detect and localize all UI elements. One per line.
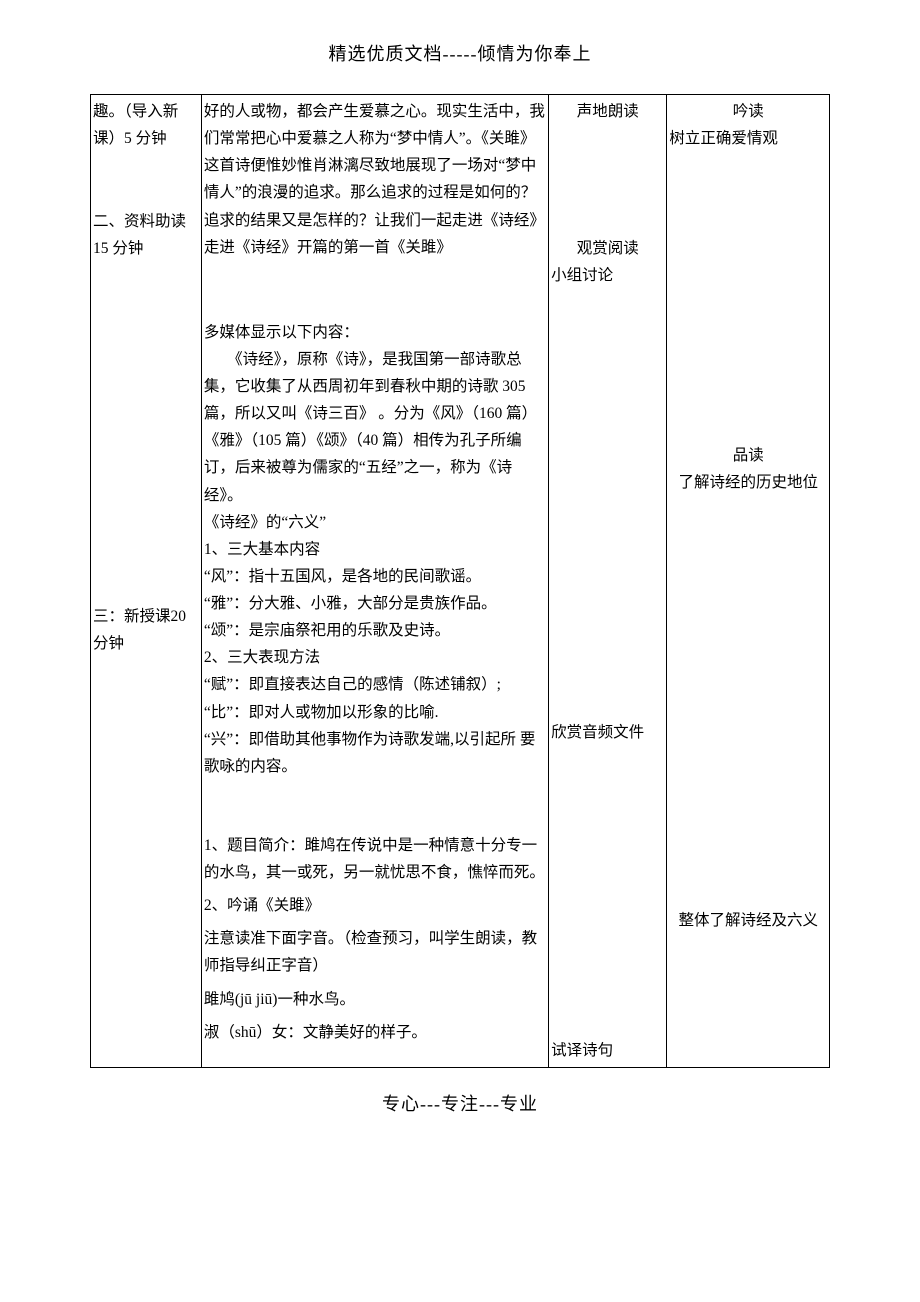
fu-def: “赋”：即直接表达自己的感情（陈述铺叙）; — [204, 671, 546, 698]
activity-translate: 试译诗句 — [551, 1037, 664, 1064]
table-row: 趣。（导入新课）5 分钟 二、资料助读 15 分钟 三：新授课20 分钟 好的人… — [91, 95, 830, 1068]
step-reading-aid: 二、资料助读 15 分钟 — [93, 208, 199, 262]
page-footer: 专心---专注---专业 — [90, 1090, 830, 1116]
cell-steps: 趣。（导入新课）5 分钟 二、资料助读 15 分钟 三：新授课20 分钟 — [91, 95, 202, 1068]
multimedia-title: 多媒体显示以下内容： — [204, 319, 546, 346]
goal-six-arts: 整体了解诗经及六义 — [669, 907, 827, 934]
shunu-note: 淑（shū）女：文静美好的样子。 — [204, 1019, 546, 1046]
page-header: 精选优质文档-----倾情为你奉上 — [90, 40, 830, 66]
bi-def: “比”：即对人或物加以形象的比喻. — [204, 699, 546, 726]
activity-audio: 欣赏音频文件 — [551, 719, 664, 746]
recite-guanju: 2、吟诵《关雎》 — [204, 892, 546, 919]
cell-content: 好的人或物，都会产生爱慕之心。现实生活中，我们常常把心中爱慕之人称为“梦中情人”… — [201, 95, 548, 1068]
cell-student-activity: 声地朗读 观赏阅读 小组讨论 欣赏音频文件 试译诗句 — [549, 95, 667, 1068]
step-intro: 趣。（导入新课）5 分钟 — [93, 98, 199, 152]
song-def: “颂”：是宗庙祭祀用的乐歌及史诗。 — [204, 617, 546, 644]
goal-chant: 吟读 — [669, 98, 827, 125]
pronunciation-check: 注意读准下面字音。（检查预习，叫学生朗读，教师指导纠正字音） — [204, 925, 546, 979]
activity-appreciate-reading: 观赏阅读 — [551, 235, 664, 262]
goal-savor: 品读 — [669, 442, 827, 469]
cell-goals: 吟读 树立正确爱情观 品读 了解诗经的历史地位 整体了解诗经及六义 — [667, 95, 830, 1068]
goal-love-view: 树立正确爱情观 — [669, 125, 827, 152]
lesson-plan-table: 趣。（导入新课）5 分钟 二、资料助读 15 分钟 三：新授课20 分钟 好的人… — [90, 94, 830, 1068]
activity-group-discuss: 小组讨论 — [551, 262, 664, 289]
six-arts-title: 《诗经》的“六义” — [204, 509, 546, 536]
shijing-overview: 《诗经》，原称《诗》，是我国第一部诗歌总集，它收集了从西周初年到春秋中期的诗歌 … — [204, 346, 546, 509]
content-1: 1、三大基本内容 — [204, 536, 546, 563]
content-2: 2、三大表现方法 — [204, 644, 546, 671]
feng-def: “风”：指十五国风，是各地的民间歌谣。 — [204, 563, 546, 590]
title-intro: 1、题目简介：雎鸠在传说中是一种情意十分专一的水鸟，其一或死，另一就忧思不食，憔… — [204, 832, 546, 886]
intro-paragraph: 好的人或物，都会产生爱慕之心。现实生活中，我们常常把心中爱慕之人称为“梦中情人”… — [204, 98, 546, 261]
ya-def: “雅”：分大雅、小雅，大部分是贵族作品。 — [204, 590, 546, 617]
step-new-lesson: 三：新授课20 分钟 — [93, 603, 199, 657]
activity-read-aloud: 声地朗读 — [551, 98, 664, 125]
juju-note: 雎鸠(jū jiū)一种水鸟。 — [204, 986, 546, 1013]
goal-history: 了解诗经的历史地位 — [669, 469, 827, 496]
document-page: 精选优质文档-----倾情为你奉上 趣。（导入新课）5 分钟 二、资料助读 15… — [0, 0, 920, 1146]
xing-def: “兴”：即借助其他事物作为诗歌发端,以引起所 要歌咏的内容。 — [204, 726, 546, 780]
